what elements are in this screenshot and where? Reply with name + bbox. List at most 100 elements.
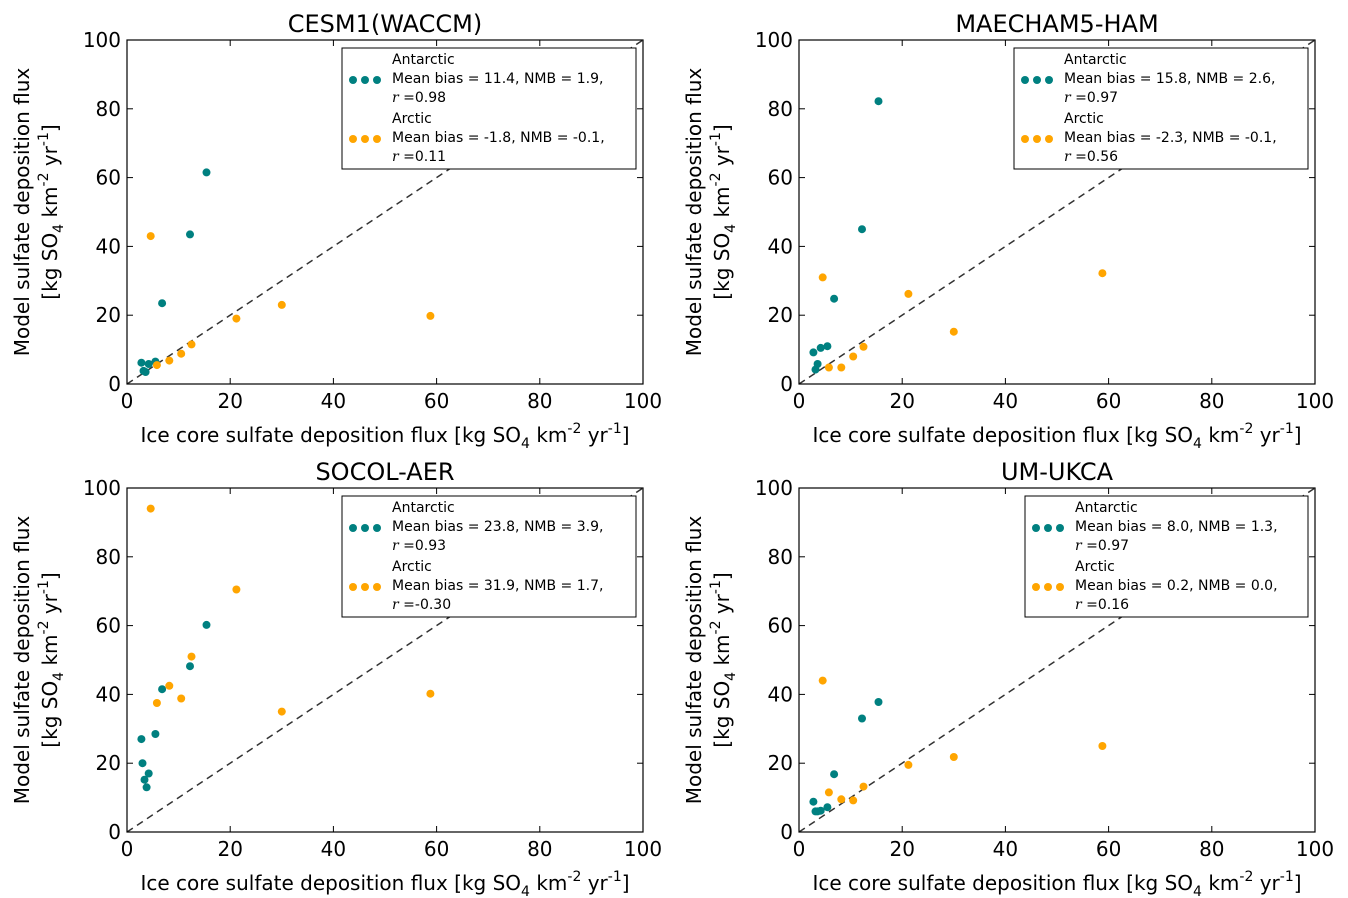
data-point-arctic xyxy=(1098,742,1107,750)
axes-frame xyxy=(126,487,644,833)
data-point-arctic xyxy=(177,349,186,358)
superscript: -1 xyxy=(1280,421,1294,437)
legend-marker-arctic xyxy=(373,583,381,591)
superscript: -1 xyxy=(36,580,52,594)
panel-title: CESM1(WACCM) xyxy=(288,10,483,38)
legend-stats: Mean bias = -1.8, NMB = -0.1, xyxy=(392,130,605,146)
subscript: 4 xyxy=(723,672,739,681)
y-tick-label: 60 xyxy=(96,166,121,190)
data-point-antarctic xyxy=(830,294,839,303)
x-tick-label: 100 xyxy=(1296,837,1334,861)
data-point-arctic xyxy=(146,232,155,241)
data-point-arctic xyxy=(165,681,174,690)
r-value: =0.56 xyxy=(1075,149,1118,165)
data-point-antarctic xyxy=(816,343,825,352)
label-part: km xyxy=(710,634,734,671)
superscript: -1 xyxy=(608,421,622,437)
legend-stats: Mean bias = 0.2, NMB = 0.0, xyxy=(1075,578,1278,594)
legend-marker-antarctic xyxy=(361,524,369,532)
data-point-arctic xyxy=(277,707,286,716)
y-tick-label: 60 xyxy=(768,166,793,190)
data-point-arctic xyxy=(187,340,196,349)
y-axis-label-line2: [kg SO4 km-2 yr-1] xyxy=(36,124,67,299)
y-tick-label: 20 xyxy=(768,303,793,327)
series-arctic xyxy=(818,676,1107,805)
legend-marker-antarctic xyxy=(1032,524,1040,532)
x-tick-label: 100 xyxy=(624,389,662,413)
legend-marker-arctic xyxy=(1045,135,1053,143)
series-antarctic xyxy=(137,620,211,792)
panel-title: UM-UKCA xyxy=(1001,458,1114,486)
data-point-arctic xyxy=(232,585,241,594)
data-point-antarctic xyxy=(186,662,194,671)
data-point-arctic xyxy=(904,289,913,298)
x-tick-label: 0 xyxy=(121,837,134,861)
r-value: =0.93 xyxy=(403,538,446,554)
label-part: [kg SO xyxy=(710,681,734,748)
legend-marker-antarctic xyxy=(349,524,357,532)
r-symbol: r xyxy=(392,149,403,165)
x-tick-label: 40 xyxy=(321,389,346,413)
data-point-arctic xyxy=(859,782,868,791)
y-tick-label: 100 xyxy=(83,28,121,52)
x-tick-label: 80 xyxy=(1199,837,1224,861)
y-tick-label: 0 xyxy=(780,372,793,396)
legend-marker-antarctic xyxy=(1021,76,1029,84)
legend-marker-arctic xyxy=(1032,583,1040,591)
superscript: -2 xyxy=(1239,869,1253,885)
label-part: yr xyxy=(1253,871,1280,895)
axes-frame xyxy=(798,39,1316,385)
data-point-antarctic xyxy=(823,342,832,351)
panel-title: SOCOL-AER xyxy=(315,458,454,486)
r-value: =0.98 xyxy=(403,90,446,106)
data-point-antarctic xyxy=(874,698,883,706)
label-part: yr xyxy=(38,593,62,620)
x-tick-label: 80 xyxy=(527,389,552,413)
x-axis-label: Ice core sulfate deposition flux [kg SO4… xyxy=(140,869,629,898)
y-tick-label: 80 xyxy=(96,545,121,569)
subscript: 4 xyxy=(723,224,739,233)
legend-correlation: r =-0.30 xyxy=(392,597,451,613)
r-symbol: r xyxy=(392,597,403,613)
label-part: Ice core sulfate deposition flux [kg SO xyxy=(140,423,521,447)
legend-correlation: r =0.16 xyxy=(1075,597,1129,613)
legend-series-name: Antarctic xyxy=(392,52,455,68)
legend-correlation: r =0.11 xyxy=(392,149,446,165)
x-tick-label: 0 xyxy=(793,389,806,413)
legend-marker-antarctic xyxy=(1045,76,1053,84)
data-point-arctic xyxy=(426,311,435,320)
legend-marker-antarctic xyxy=(349,76,357,84)
x-tick-label: 40 xyxy=(993,389,1018,413)
x-tick-label: 80 xyxy=(1199,389,1224,413)
data-point-arctic xyxy=(818,676,827,685)
data-point-antarctic xyxy=(141,368,150,376)
r-symbol: r xyxy=(392,90,403,106)
legend-marker-arctic xyxy=(1044,583,1052,591)
label-part: ] xyxy=(38,572,62,580)
r-value: =0.16 xyxy=(1086,597,1129,613)
r-symbol: r xyxy=(1064,149,1075,165)
series-arctic xyxy=(818,269,1107,372)
data-point-arctic xyxy=(824,363,833,372)
r-symbol: r xyxy=(1075,597,1086,613)
axes-frame xyxy=(126,39,644,385)
x-tick-label: 0 xyxy=(121,389,134,413)
y-tick-label: 80 xyxy=(96,97,121,121)
legend-marker-antarctic xyxy=(373,76,381,84)
label-part: yr xyxy=(581,871,608,895)
legend-stats: Mean bias = 8.0, NMB = 1.3, xyxy=(1075,519,1278,535)
data-point-arctic xyxy=(177,694,186,703)
superscript: -1 xyxy=(708,132,724,146)
y-tick-label: 0 xyxy=(780,820,793,844)
y-tick-label: 40 xyxy=(96,682,121,706)
legend-series-name: Antarctic xyxy=(392,500,455,516)
label-part: Ice core sulfate deposition flux [kg SO xyxy=(812,871,1193,895)
x-tick-label: 0 xyxy=(793,837,806,861)
label-part: km xyxy=(710,186,734,223)
label-part: ] xyxy=(1294,423,1302,447)
x-tick-label: 100 xyxy=(1296,389,1334,413)
data-point-antarctic xyxy=(202,168,211,177)
data-point-antarctic xyxy=(858,225,866,234)
x-tick-label: 20 xyxy=(889,389,914,413)
legend-frame xyxy=(341,47,637,170)
